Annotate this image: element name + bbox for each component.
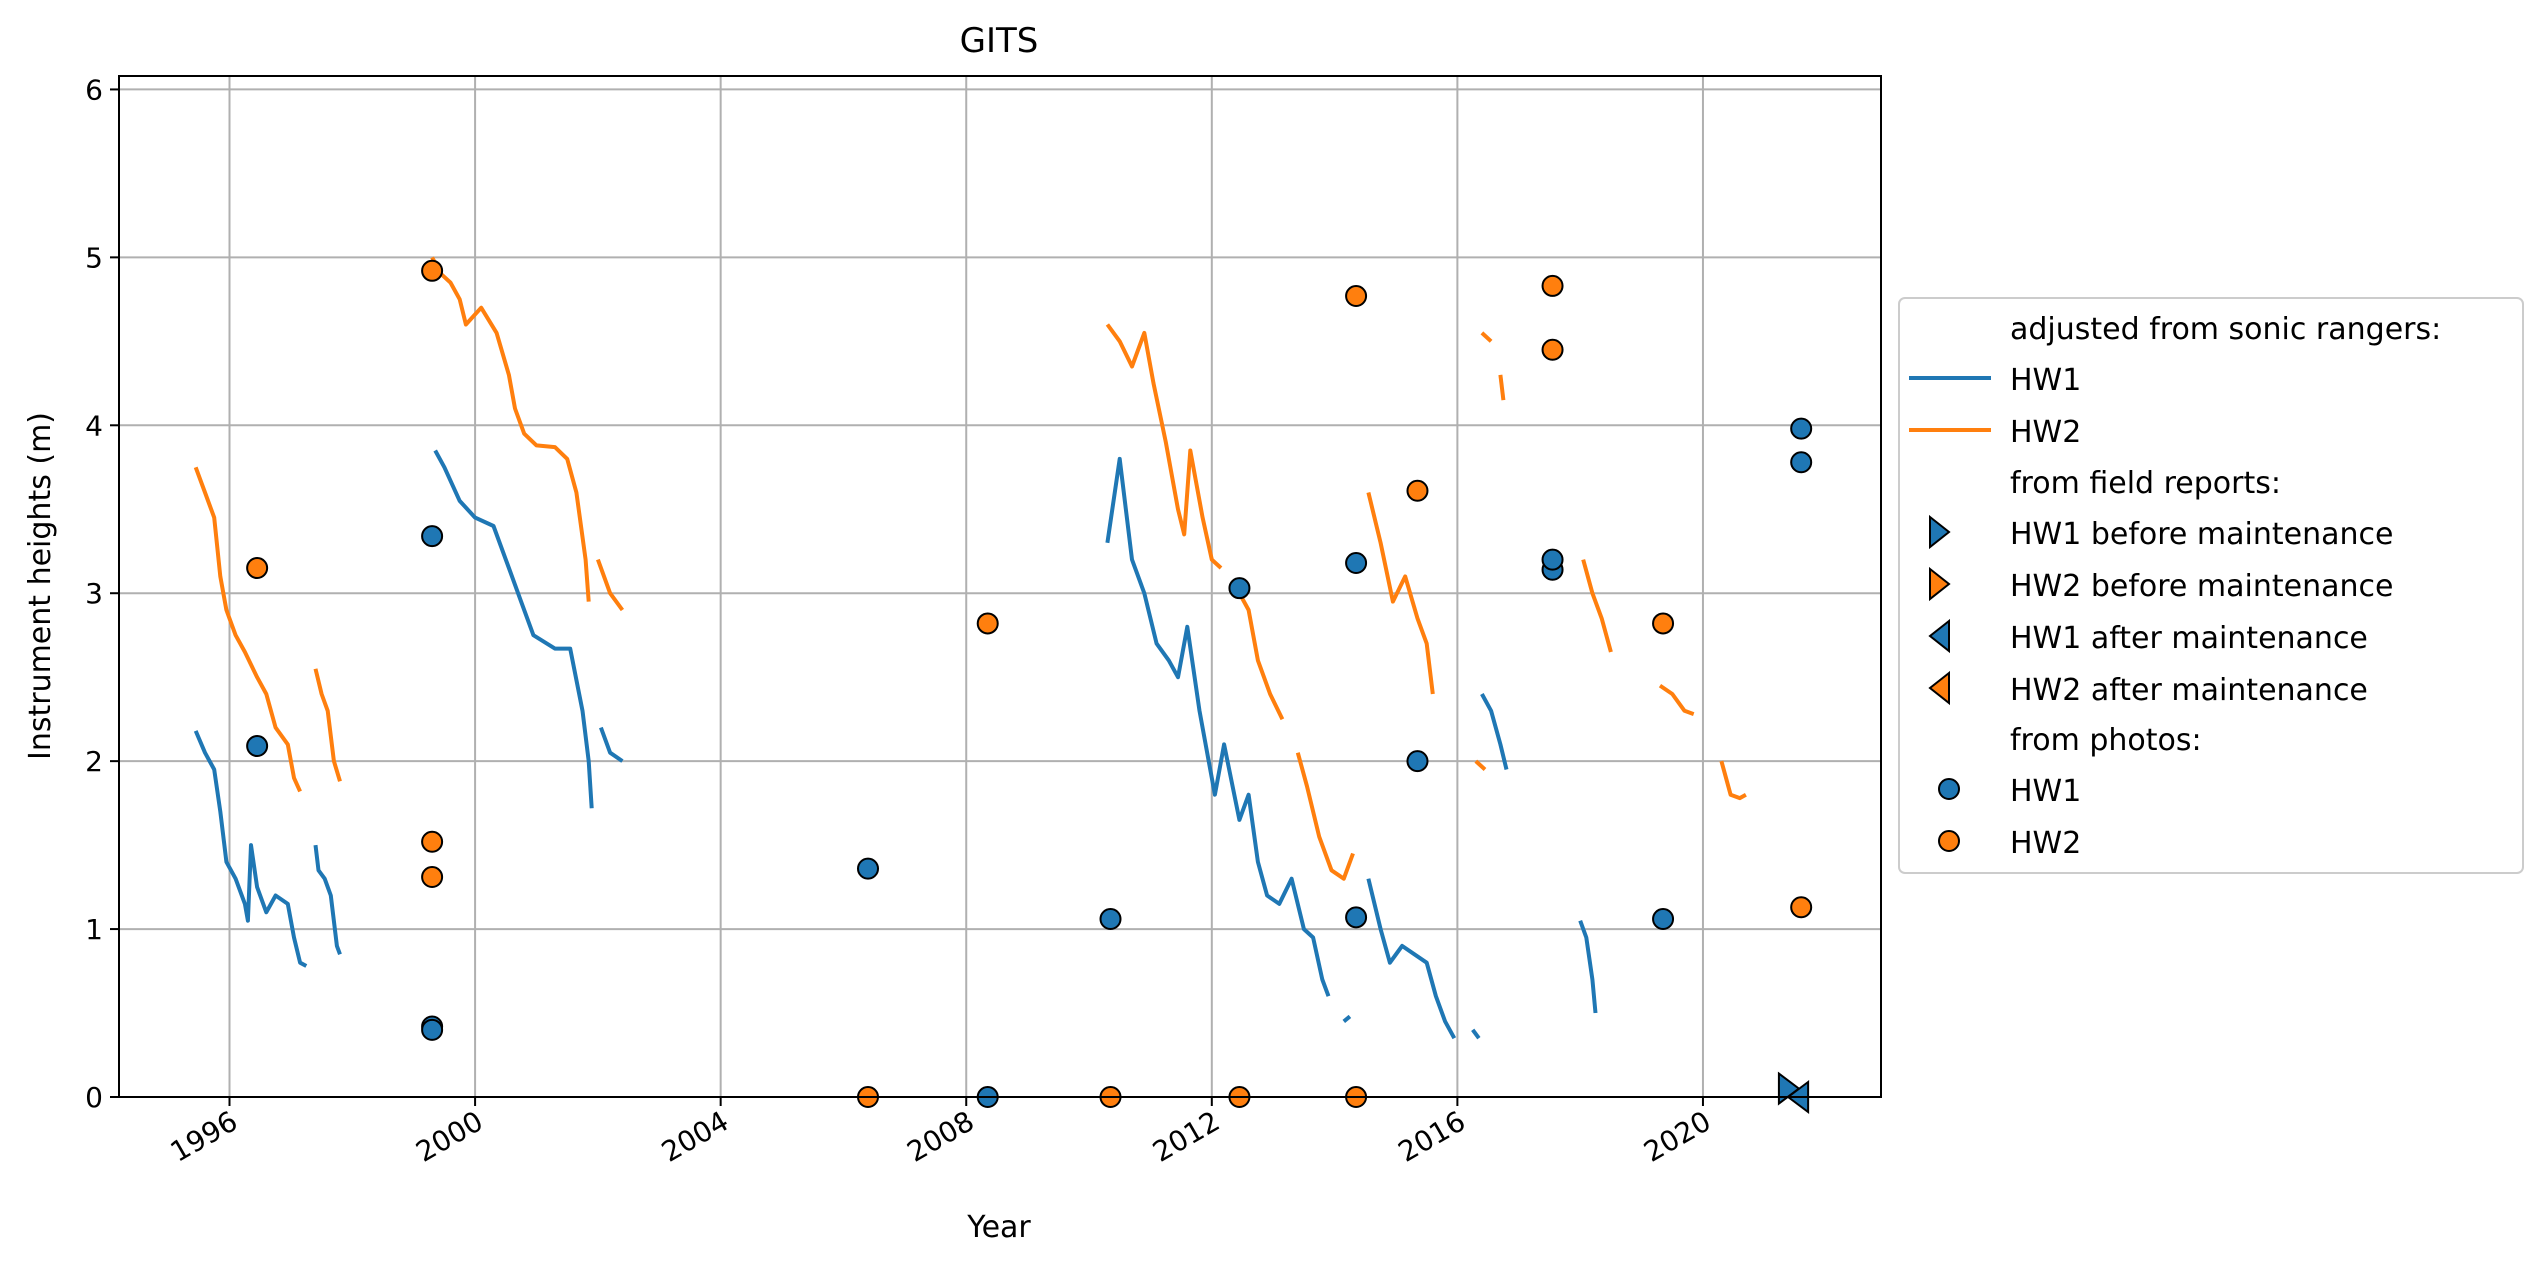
series-line-hw1: [1366, 878, 1457, 1040]
photo-point-hw1: [1541, 548, 1564, 571]
legend-label-hw1-sonic: HW1: [2010, 363, 2081, 398]
series-line-hw1: [1578, 920, 1598, 1014]
legend-header-field: from field reports:: [2010, 466, 2281, 501]
legend-marker-hw2-after: [1928, 670, 1950, 706]
legend-header-sonic: adjusted from sonic rangers:: [2010, 312, 2441, 347]
legend-marker-hw2-photo: [1938, 830, 1960, 852]
chart-title: GITS: [960, 21, 1039, 61]
series-line-hw2: [193, 466, 302, 793]
legend-marker-hw1-photo: [1938, 778, 1960, 800]
legend-label-hw2-sonic: HW2: [2010, 415, 2081, 450]
photo-series: [246, 259, 1813, 1108]
photo-point-hw1: [1790, 417, 1813, 440]
photo-point-hw2: [976, 612, 999, 635]
y-tick-label: 4: [85, 409, 103, 442]
legend-box: [1898, 297, 2524, 874]
legend-header-photos: from photos:: [2010, 723, 2202, 758]
photo-point-hw1: [857, 857, 880, 880]
photo-point-hw2: [1541, 274, 1564, 297]
legend-marker-hw2-before: [1929, 566, 1951, 602]
legend-label-hw2-after: HW2 after maintenance: [2010, 673, 2368, 708]
photo-point-hw1: [246, 735, 269, 758]
photo-point-hw2: [1541, 338, 1564, 361]
photo-point-hw1: [421, 1018, 444, 1041]
photo-point-hw2: [1790, 896, 1813, 919]
y-axis-label: Instrument heights (m): [23, 412, 58, 760]
legend-marker-hw1-before: [1929, 514, 1951, 550]
series-line-hw2: [1474, 759, 1487, 771]
photo-point-hw1: [421, 525, 444, 548]
photo-point-hw1: [1345, 906, 1368, 929]
y-tick-label: 3: [85, 577, 103, 610]
y-tick-label: 5: [85, 241, 103, 274]
series-line-hw1: [1471, 1028, 1481, 1040]
y-tick-label: 6: [85, 73, 103, 106]
y-tick-label: 1: [85, 913, 103, 946]
photo-point-hw2: [421, 259, 444, 282]
photo-point-hw2: [1345, 284, 1368, 307]
photo-point-hw1: [1345, 551, 1368, 574]
series-line-hw1: [433, 449, 594, 809]
series-line-hw1: [599, 726, 624, 763]
series-line-hw1: [1105, 456, 1331, 997]
series-line-hw2: [596, 558, 625, 612]
x-axis-label: Year: [966, 1210, 1031, 1245]
photo-point-hw1: [1099, 907, 1122, 930]
series-line-hw2: [1366, 492, 1435, 695]
photo-point-hw1: [1652, 907, 1675, 930]
legend-label-hw1-before: HW1 before maintenance: [2010, 517, 2393, 552]
series-line-hw2: [313, 668, 342, 782]
y-tick-label: 0: [85, 1081, 103, 1114]
series-line-hw1: [313, 844, 342, 955]
series-line-hw2: [1658, 683, 1695, 716]
legend-marker-hw1-after: [1928, 618, 1950, 654]
y-axis: 0 1 2 3 4 5 6: [85, 73, 119, 1114]
legend-label-hw2-photo: HW2: [2010, 826, 2081, 861]
y-tick-label: 2: [85, 745, 103, 778]
sonic-series: [193, 256, 1747, 1040]
series-line-hw2: [1498, 374, 1506, 401]
legend-label-hw2-before: HW2 before maintenance: [2010, 569, 2393, 604]
series-line-hw2: [1237, 592, 1285, 721]
legend: adjusted from sonic rangers: HW1 HW2 fro…: [1898, 297, 2524, 874]
legend-label-hw1-after: HW1 after maintenance: [2010, 621, 2368, 656]
series-line-hw2: [430, 256, 591, 602]
photo-point-hw1: [1406, 750, 1429, 773]
plot-frame: [118, 75, 1882, 1098]
series-line-hw2: [1719, 760, 1747, 801]
photo-point-hw1: [1228, 577, 1251, 600]
photo-point-hw2: [421, 866, 444, 889]
series-line-hw1: [193, 730, 308, 968]
series-line-hw2: [1105, 323, 1223, 570]
photo-point-hw2: [1652, 612, 1675, 635]
series-line-hw2: [1295, 752, 1355, 881]
photo-point-hw1: [1790, 451, 1813, 474]
photo-point-hw2: [246, 557, 269, 580]
series-line-hw1: [1342, 1014, 1352, 1023]
photo-point-hw2: [421, 830, 444, 853]
photo-point-hw2: [1406, 479, 1429, 502]
series-line-hw2: [1480, 331, 1493, 343]
series-line-hw1: [1480, 693, 1509, 770]
series-line-hw2: [1581, 559, 1613, 653]
legend-label-hw1-photo: HW1: [2010, 774, 2081, 809]
